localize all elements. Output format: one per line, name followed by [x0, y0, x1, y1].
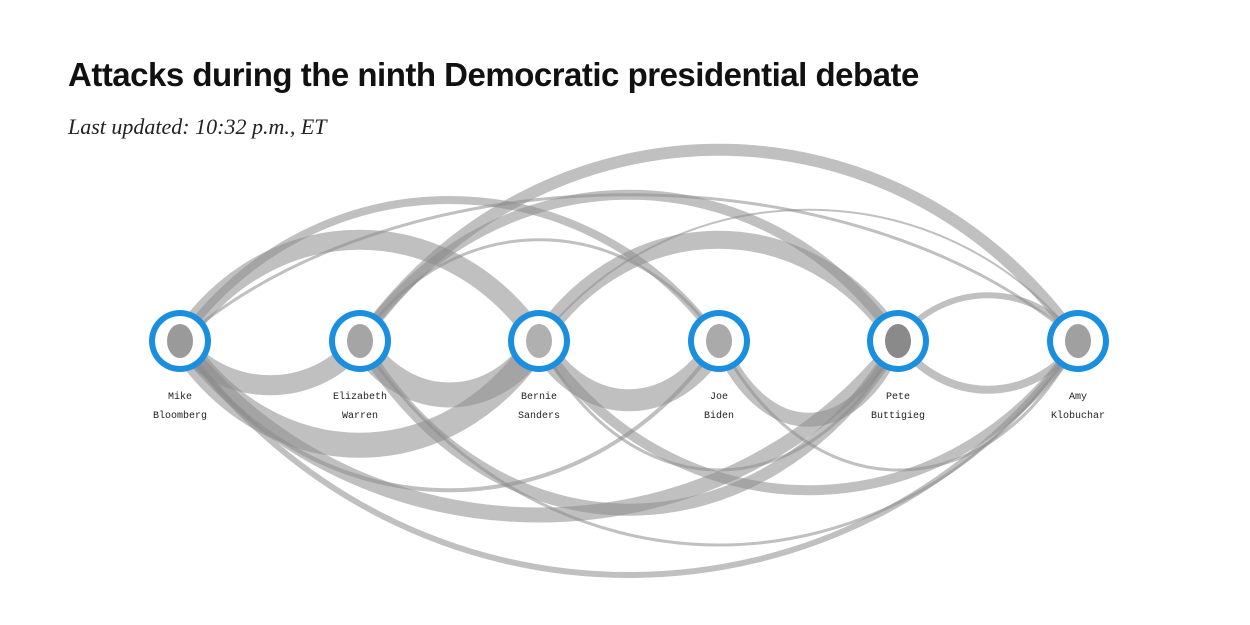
- last-name: Klobuchar: [1051, 410, 1105, 422]
- subtitle: Last updated: 10:32 p.m., ET: [68, 114, 327, 139]
- node: Joe Biden: [688, 310, 750, 422]
- arc: [534, 338, 1083, 496]
- arc: [531, 230, 906, 346]
- face: [347, 324, 373, 358]
- first-name: Elizabeth: [333, 391, 387, 403]
- first-name: Amy: [1069, 392, 1087, 403]
- arc: [179, 193, 1079, 343]
- first-name: Bernie: [521, 391, 557, 403]
- arc: [174, 336, 904, 523]
- node: Amy Klobuchar: [1047, 310, 1109, 422]
- last-name: Bloomberg: [153, 410, 207, 422]
- arc: [176, 196, 723, 344]
- face: [1065, 324, 1091, 358]
- first-name: Pete: [886, 392, 910, 403]
- last-name: Buttigieg: [871, 410, 925, 422]
- last-name: Biden: [704, 410, 734, 422]
- face: [167, 324, 193, 358]
- arcs: [169, 143, 1083, 578]
- arc: [358, 238, 721, 342]
- node: Pete Buttigieg: [867, 310, 929, 422]
- node: Bernie Sanders: [508, 310, 570, 422]
- arc: [177, 339, 1081, 578]
- arc: [538, 208, 1079, 342]
- node: Mike Bloomberg: [149, 310, 211, 422]
- face: [706, 324, 732, 358]
- arc: [717, 340, 1080, 472]
- last-name: Sanders: [518, 410, 560, 422]
- node: Elizabeth Warren: [329, 310, 391, 422]
- last-name: Warren: [342, 411, 378, 422]
- face: [526, 324, 552, 358]
- face: [885, 324, 911, 358]
- first-name: Joe: [710, 392, 728, 403]
- first-name: Mike: [168, 391, 192, 403]
- title: Attacks during the ninth Democratic pres…: [68, 56, 919, 93]
